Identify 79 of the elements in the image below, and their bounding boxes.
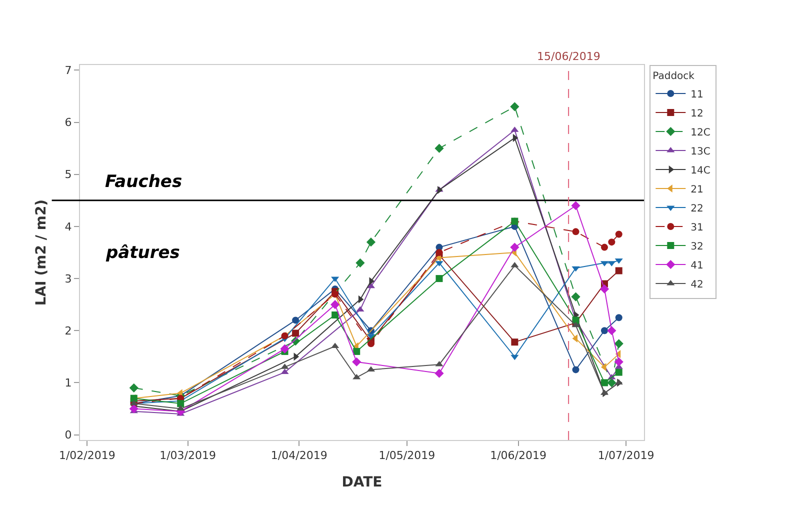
y-tick-label: 0 xyxy=(64,428,72,442)
point xyxy=(614,357,624,366)
point xyxy=(572,366,580,374)
point xyxy=(614,339,624,348)
point xyxy=(356,258,365,268)
legend-label: 12C xyxy=(690,127,710,138)
legend-label: 42 xyxy=(690,279,704,290)
point xyxy=(607,326,616,336)
point xyxy=(177,400,184,408)
x-tick-label: 1/04/2019 xyxy=(270,449,328,462)
point xyxy=(292,330,300,337)
point xyxy=(600,244,608,251)
point xyxy=(129,383,138,392)
point xyxy=(600,284,610,294)
point xyxy=(615,230,622,238)
point xyxy=(571,201,580,210)
point xyxy=(353,348,360,355)
y-tick-label: 6 xyxy=(64,116,72,130)
point xyxy=(600,379,608,386)
x-tick-label: 1/06/2019 xyxy=(490,449,546,462)
legend-label: 12 xyxy=(690,108,704,120)
point xyxy=(572,266,580,272)
y-tick-label: 2 xyxy=(64,324,72,338)
point xyxy=(330,300,340,310)
point xyxy=(434,368,444,378)
point xyxy=(332,312,339,318)
point xyxy=(366,238,376,247)
point xyxy=(436,249,443,256)
point xyxy=(331,276,340,282)
y-tick-label: 3 xyxy=(64,272,72,286)
annotation: Fauches xyxy=(105,172,182,192)
point xyxy=(600,363,606,372)
x-axis-title: DATE xyxy=(342,474,382,490)
point xyxy=(608,238,616,246)
point xyxy=(129,404,138,414)
point xyxy=(352,357,362,366)
point xyxy=(615,368,622,376)
legend-title: Paddock xyxy=(652,71,695,82)
point xyxy=(434,144,444,153)
point xyxy=(572,228,580,236)
point xyxy=(510,102,520,112)
y-axis-title: LAI (m2 / m2) xyxy=(33,199,50,306)
point xyxy=(511,338,518,346)
point xyxy=(280,344,290,354)
legend-label: 22 xyxy=(690,203,704,214)
legend-label: 13C xyxy=(690,146,710,158)
point xyxy=(510,242,520,252)
y-tick-label: 4 xyxy=(64,220,72,234)
x-tick-label: 1/07/2019 xyxy=(598,449,654,462)
point xyxy=(292,316,300,324)
point xyxy=(615,314,622,322)
point xyxy=(512,134,518,142)
point xyxy=(572,322,580,328)
point xyxy=(356,306,364,312)
y-tick-label: 1 xyxy=(64,376,72,390)
legend-label: 21 xyxy=(690,184,704,196)
point xyxy=(436,275,443,282)
point xyxy=(358,295,364,304)
legend-label: 11 xyxy=(690,89,704,100)
annotation: pâtures xyxy=(105,243,180,263)
x-tick-label: 1/02/2019 xyxy=(58,449,116,462)
point xyxy=(294,352,300,361)
point xyxy=(510,354,519,360)
legend-label: 41 xyxy=(690,260,704,272)
legend-label: 31 xyxy=(690,222,704,234)
point xyxy=(367,340,374,348)
x-tick-label: 1/03/2019 xyxy=(160,449,216,462)
point xyxy=(435,360,444,366)
point xyxy=(615,267,622,274)
legend-label: 14C xyxy=(690,165,710,176)
x-tick-label: 1/05/2019 xyxy=(378,449,436,462)
point xyxy=(571,292,580,302)
point xyxy=(607,378,616,388)
point xyxy=(280,368,289,374)
y-tick-label: 5 xyxy=(64,168,72,182)
ref-line-label: 15/06/2019 xyxy=(537,50,600,63)
point xyxy=(600,327,608,334)
legend-label: 32 xyxy=(690,241,704,252)
y-tick-label: 7 xyxy=(64,64,72,78)
